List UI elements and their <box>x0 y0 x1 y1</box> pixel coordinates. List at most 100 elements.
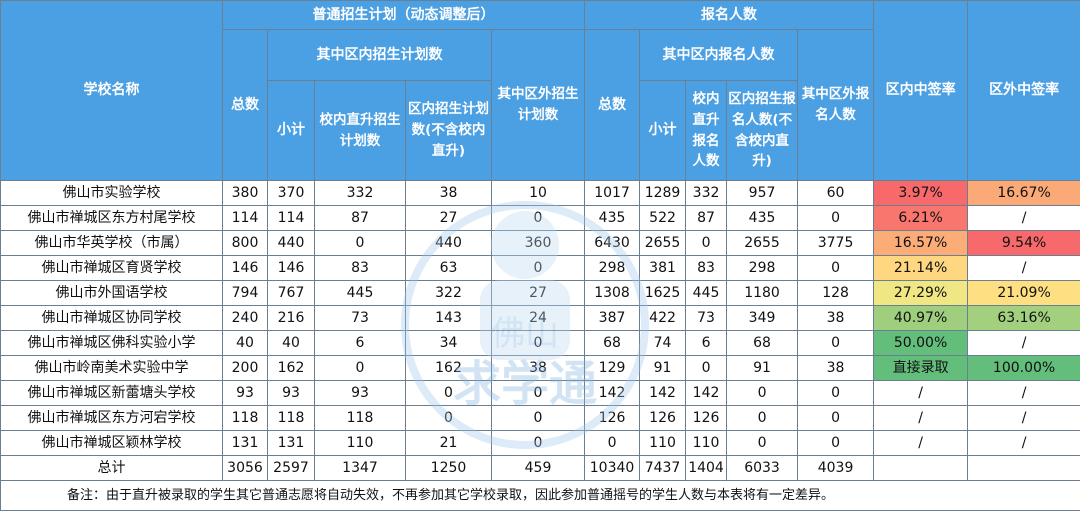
cell-rate-in: 40.97% <box>873 305 969 331</box>
cell-rate-out: / <box>967 380 1080 406</box>
header-plan-direct: 校内直升招生计划数 <box>314 80 406 181</box>
cell-apply-in-district-excl: 0 <box>726 430 799 456</box>
cell-school: 佛山市岭南美术实验中学 <box>0 355 223 381</box>
cell-school: 佛山市实验学校 <box>0 180 223 206</box>
header-apply-in-district-excl: 区内招生报名人数(不含校内直升) <box>726 80 799 181</box>
cell-apply-in-district-excl: 0 <box>726 380 799 406</box>
cell-plan-subtotal: 370 <box>267 180 315 206</box>
cell-plan-in-district-excl: 143 <box>405 305 492 331</box>
cell-apply-direct: 126 <box>685 405 728 431</box>
cell-plan-subtotal: 114 <box>267 205 315 231</box>
table-row: 佛山市禅城区新蕾塘头学校 93 93 93 0 0 142 142 142 0 0// <box>0 380 1080 406</box>
cell-rate-out: / <box>967 330 1080 356</box>
cell-apply-total: 129 <box>584 355 641 381</box>
cell-plan-out-district: 0 <box>490 405 586 431</box>
cell-plan-total: 131 <box>222 430 268 456</box>
cell-plan-total: 146 <box>222 255 268 281</box>
total-apply-subtotal: 7437 <box>639 455 687 481</box>
cell-school: 佛山市禅城区佛科实验小学 <box>0 330 223 356</box>
header-plan-in-district-excl: 区内招生计划数(不含校内直升) <box>405 80 492 181</box>
cell-apply-subtotal: 91 <box>639 355 687 381</box>
cell-plan-out-district: 0 <box>490 255 586 281</box>
cell-apply-total: 6430 <box>584 230 641 256</box>
cell-apply-in-district-excl: 957 <box>726 180 799 206</box>
table-body: 佛山市实验学校 380 370 332 38 10 1017 1289 332 957 60 3.97… <box>0 180 1080 511</box>
table-row: 佛山市外国语学校 794 767 445 322 27 1308 1625 445 1180 128… <box>0 280 1080 306</box>
cell-school: 佛山市外国语学校 <box>0 280 223 306</box>
header-apply-group: 报名人数 <box>584 0 875 30</box>
cell-plan-out-district: 0 <box>490 380 586 406</box>
cell-plan-in-district-excl: 0 <box>405 380 492 406</box>
header-plan-total: 总数 <box>222 29 268 181</box>
header-rate-in: 区内中签率 <box>873 0 969 181</box>
header-school-name: 学校名称 <box>0 0 223 181</box>
cell-apply-total: 1308 <box>584 280 641 306</box>
total-plan-out-district: 459 <box>490 455 586 481</box>
table-row: 佛山市实验学校 380 370 332 38 10 1017 1289 332 957 60 3.97… <box>0 180 1080 206</box>
cell-apply-in-district-excl: 298 <box>726 255 799 281</box>
cell-school: 佛山市禅城区协同学校 <box>0 305 223 331</box>
cell-apply-total: 435 <box>584 205 641 231</box>
cell-plan-subtotal: 146 <box>267 255 315 281</box>
header-plan-in-district-group: 其中区内招生计划数 <box>267 29 492 81</box>
cell-apply-out-district: 3775 <box>797 230 875 256</box>
cell-apply-subtotal: 126 <box>639 405 687 431</box>
cell-plan-in-district-excl: 440 <box>405 230 492 256</box>
header-plan-out-district: 其中区外招生计划数 <box>490 29 586 181</box>
cell-plan-direct: 110 <box>314 430 406 456</box>
cell-plan-in-district-excl: 34 <box>405 330 492 356</box>
header-apply-total: 总数 <box>584 29 641 181</box>
cell-apply-direct: 0 <box>685 230 728 256</box>
cell-rate-in: 16.57% <box>873 230 969 256</box>
cell-plan-total: 800 <box>222 230 268 256</box>
cell-plan-out-district: 38 <box>490 355 586 381</box>
cell-rate-in: 6.21% <box>873 205 969 231</box>
cell-apply-subtotal: 1289 <box>639 180 687 206</box>
cell-plan-out-district: 0 <box>490 430 586 456</box>
header-apply-out-district: 其中区外报名人数 <box>797 29 875 181</box>
cell-apply-in-district-excl: 2655 <box>726 230 799 256</box>
cell-plan-subtotal: 118 <box>267 405 315 431</box>
cell-total-label: 总计 <box>0 455 223 481</box>
cell-apply-direct: 0 <box>685 355 728 381</box>
total-plan-total: 3056 <box>222 455 268 481</box>
cell-apply-total: 142 <box>584 380 641 406</box>
header-rate-out: 区外中签率 <box>967 0 1080 181</box>
cell-rate-in: / <box>873 380 969 406</box>
cell-plan-in-district-excl: 27 <box>405 205 492 231</box>
cell-plan-out-district: 27 <box>490 280 586 306</box>
header-plan-group: 普通招生计划（动态调整后） <box>221 0 586 30</box>
cell-rate-out: 21.09% <box>967 280 1080 306</box>
cell-rate-out: 63.16% <box>967 305 1080 331</box>
total-apply-out-district: 4039 <box>797 455 875 481</box>
cell-school: 佛山市禅城区育贤学校 <box>0 255 223 281</box>
cell-apply-total: 1017 <box>584 180 641 206</box>
table-row: 佛山市禅城区东方村尾学校 114 114 87 27 0 435 522 87 435 0 6.21%… <box>0 205 1080 231</box>
cell-apply-out-district: 128 <box>797 280 875 306</box>
cell-apply-total: 387 <box>584 305 641 331</box>
cell-apply-subtotal: 2655 <box>639 230 687 256</box>
cell-plan-direct: 445 <box>314 280 406 306</box>
table-row: 佛山市禅城区东方河宕学校 118 118 118 0 0 126 126 126 0 0// <box>0 405 1080 431</box>
cell-rate-in: / <box>873 405 969 431</box>
cell-plan-total: 118 <box>222 405 268 431</box>
cell-apply-direct: 332 <box>685 180 728 206</box>
cell-rate-in: 50.00% <box>873 330 969 356</box>
cell-apply-out-district: 0 <box>797 205 875 231</box>
total-rate-out <box>967 455 1080 481</box>
cell-plan-direct: 6 <box>314 330 406 356</box>
cell-apply-direct: 110 <box>685 430 728 456</box>
cell-plan-direct: 73 <box>314 305 406 331</box>
cell-plan-in-district-excl: 38 <box>405 180 492 206</box>
total-row: 总计 3056 2597 1347 1250 459 10340 7437 1404 6033 40… <box>0 455 1080 481</box>
cell-plan-out-district: 360 <box>490 230 586 256</box>
cell-apply-in-district-excl: 68 <box>726 330 799 356</box>
cell-apply-subtotal: 422 <box>639 305 687 331</box>
cell-rate-out: 100.00% <box>967 355 1080 381</box>
cell-apply-direct: 445 <box>685 280 728 306</box>
cell-plan-in-district-excl: 63 <box>405 255 492 281</box>
cell-plan-in-district-excl: 162 <box>405 355 492 381</box>
